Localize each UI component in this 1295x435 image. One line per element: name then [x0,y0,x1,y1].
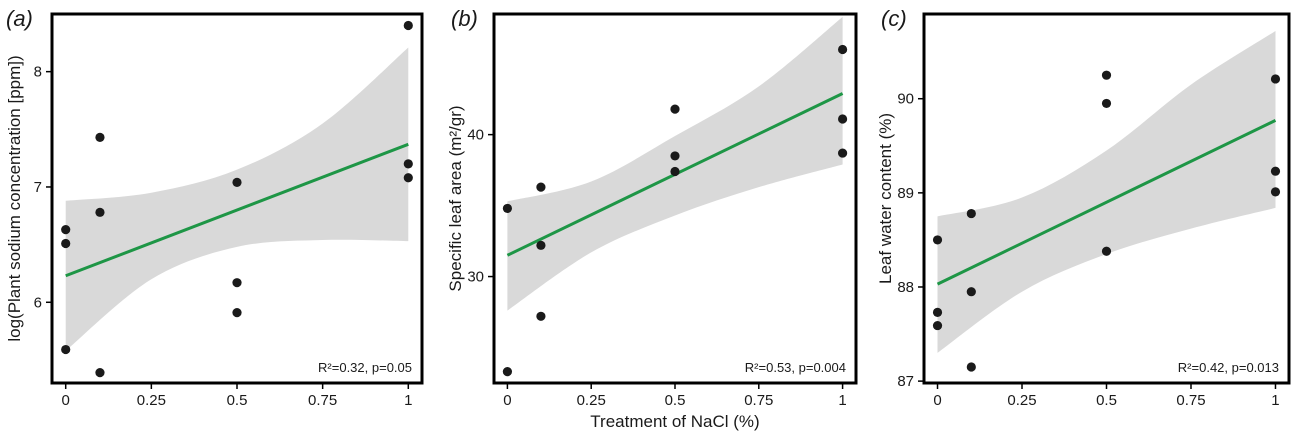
data-point [837,44,848,55]
y-tick-label: 88 [897,279,914,296]
data-point [932,307,943,318]
data-point [1270,74,1281,84]
x-tick-label: 0.75 [744,392,773,409]
data-point [502,203,513,214]
x-tick-label: 0.25 [577,392,606,409]
y-tick-label: 90 [897,91,914,108]
x-tick-label: 0 [933,392,941,409]
panel-label-c: (c) [881,6,907,31]
data-point [670,166,680,177]
data-point [932,235,943,245]
data-point [1101,70,1112,80]
data-point [95,368,105,378]
y-tick-label: 8 [34,64,42,81]
plot-area [502,16,848,377]
stat-annotation: R²=0.53, p=0.004 [745,360,846,375]
data-point [61,344,71,355]
plot-area [61,20,413,378]
x-tick-label: 0.5 [1096,392,1117,409]
panel-label-b: (b) [451,6,478,31]
x-tick-label: 0.25 [1007,392,1036,409]
data-point [61,225,71,235]
x-tick-label: 0.5 [665,392,686,409]
data-point [932,320,943,331]
data-point [1101,98,1112,109]
data-point [232,278,242,288]
data-point [837,148,848,158]
data-point [232,177,242,187]
data-point [232,308,242,318]
data-point [536,311,546,321]
x-tick-label: 0.25 [137,392,166,409]
regression-line [936,119,1277,286]
x-axis-title: Treatment of NaCl (%) [590,412,759,431]
x-tick-label: 1 [404,392,412,409]
data-point [1101,246,1112,256]
plot-area [932,30,1281,372]
data-point [536,182,546,192]
data-point [403,159,413,169]
panel-label-a: (a) [6,6,33,31]
x-tick-label: 0 [62,392,70,409]
panel-a: 0 0.25 0.5 0.75 1 6 7 8 log(Plant sodium concent… [5,6,424,409]
x-tick-label: 0.75 [308,392,337,409]
confidence-band [937,30,1276,353]
regression-line [65,142,409,278]
x-tick-label: 1 [1271,392,1279,409]
data-point [966,287,976,297]
data-point [403,20,413,31]
data-point [502,367,513,377]
y-tick-label: 87 [897,373,914,390]
data-point [670,151,680,161]
data-point [1270,187,1281,197]
confidence-band [65,47,409,351]
data-point [1270,166,1281,176]
x-tick-label: 1 [838,392,846,409]
y-axis-title: Specific leaf area (m²/gr) [446,105,465,291]
data-point [403,173,413,183]
data-point [95,132,105,142]
data-point [837,114,848,124]
y-tick-label: 30 [467,269,484,286]
stat-annotation: R²=0.32, p=0.05 [318,360,412,375]
y-tick-label: 40 [467,127,484,144]
y-tick-label: 7 [34,179,42,196]
y-axis-title: Leaf water content (%) [876,113,895,284]
x-tick-label: 0.5 [227,392,248,409]
x-tick-label: 0 [503,392,511,409]
confidence-band [507,16,843,311]
x-tick-label: 0.75 [1176,392,1205,409]
data-point [670,104,680,114]
data-point [536,240,546,250]
y-axis-title: log(Plant sodium concentration [ppm]) [5,55,24,341]
stat-annotation: R²=0.42, p=0.013 [1178,360,1279,375]
data-point [966,362,976,372]
data-point [966,208,976,219]
data-point [95,207,105,217]
y-tick-label: 6 [34,294,42,311]
y-tick-label: 89 [897,185,914,202]
data-point [61,238,71,249]
